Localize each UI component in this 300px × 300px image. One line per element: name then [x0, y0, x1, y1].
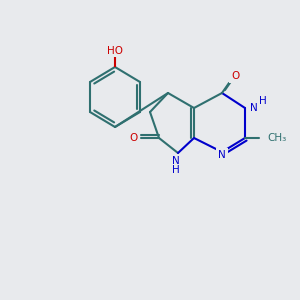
Text: O: O — [130, 133, 138, 143]
Text: HO: HO — [107, 46, 123, 56]
Text: H: H — [259, 96, 267, 106]
Text: N: N — [250, 103, 258, 113]
Text: O: O — [231, 71, 239, 81]
Text: CH₃: CH₃ — [267, 133, 286, 143]
Text: N: N — [218, 150, 226, 160]
Text: N: N — [172, 156, 180, 166]
Text: H: H — [172, 165, 180, 175]
